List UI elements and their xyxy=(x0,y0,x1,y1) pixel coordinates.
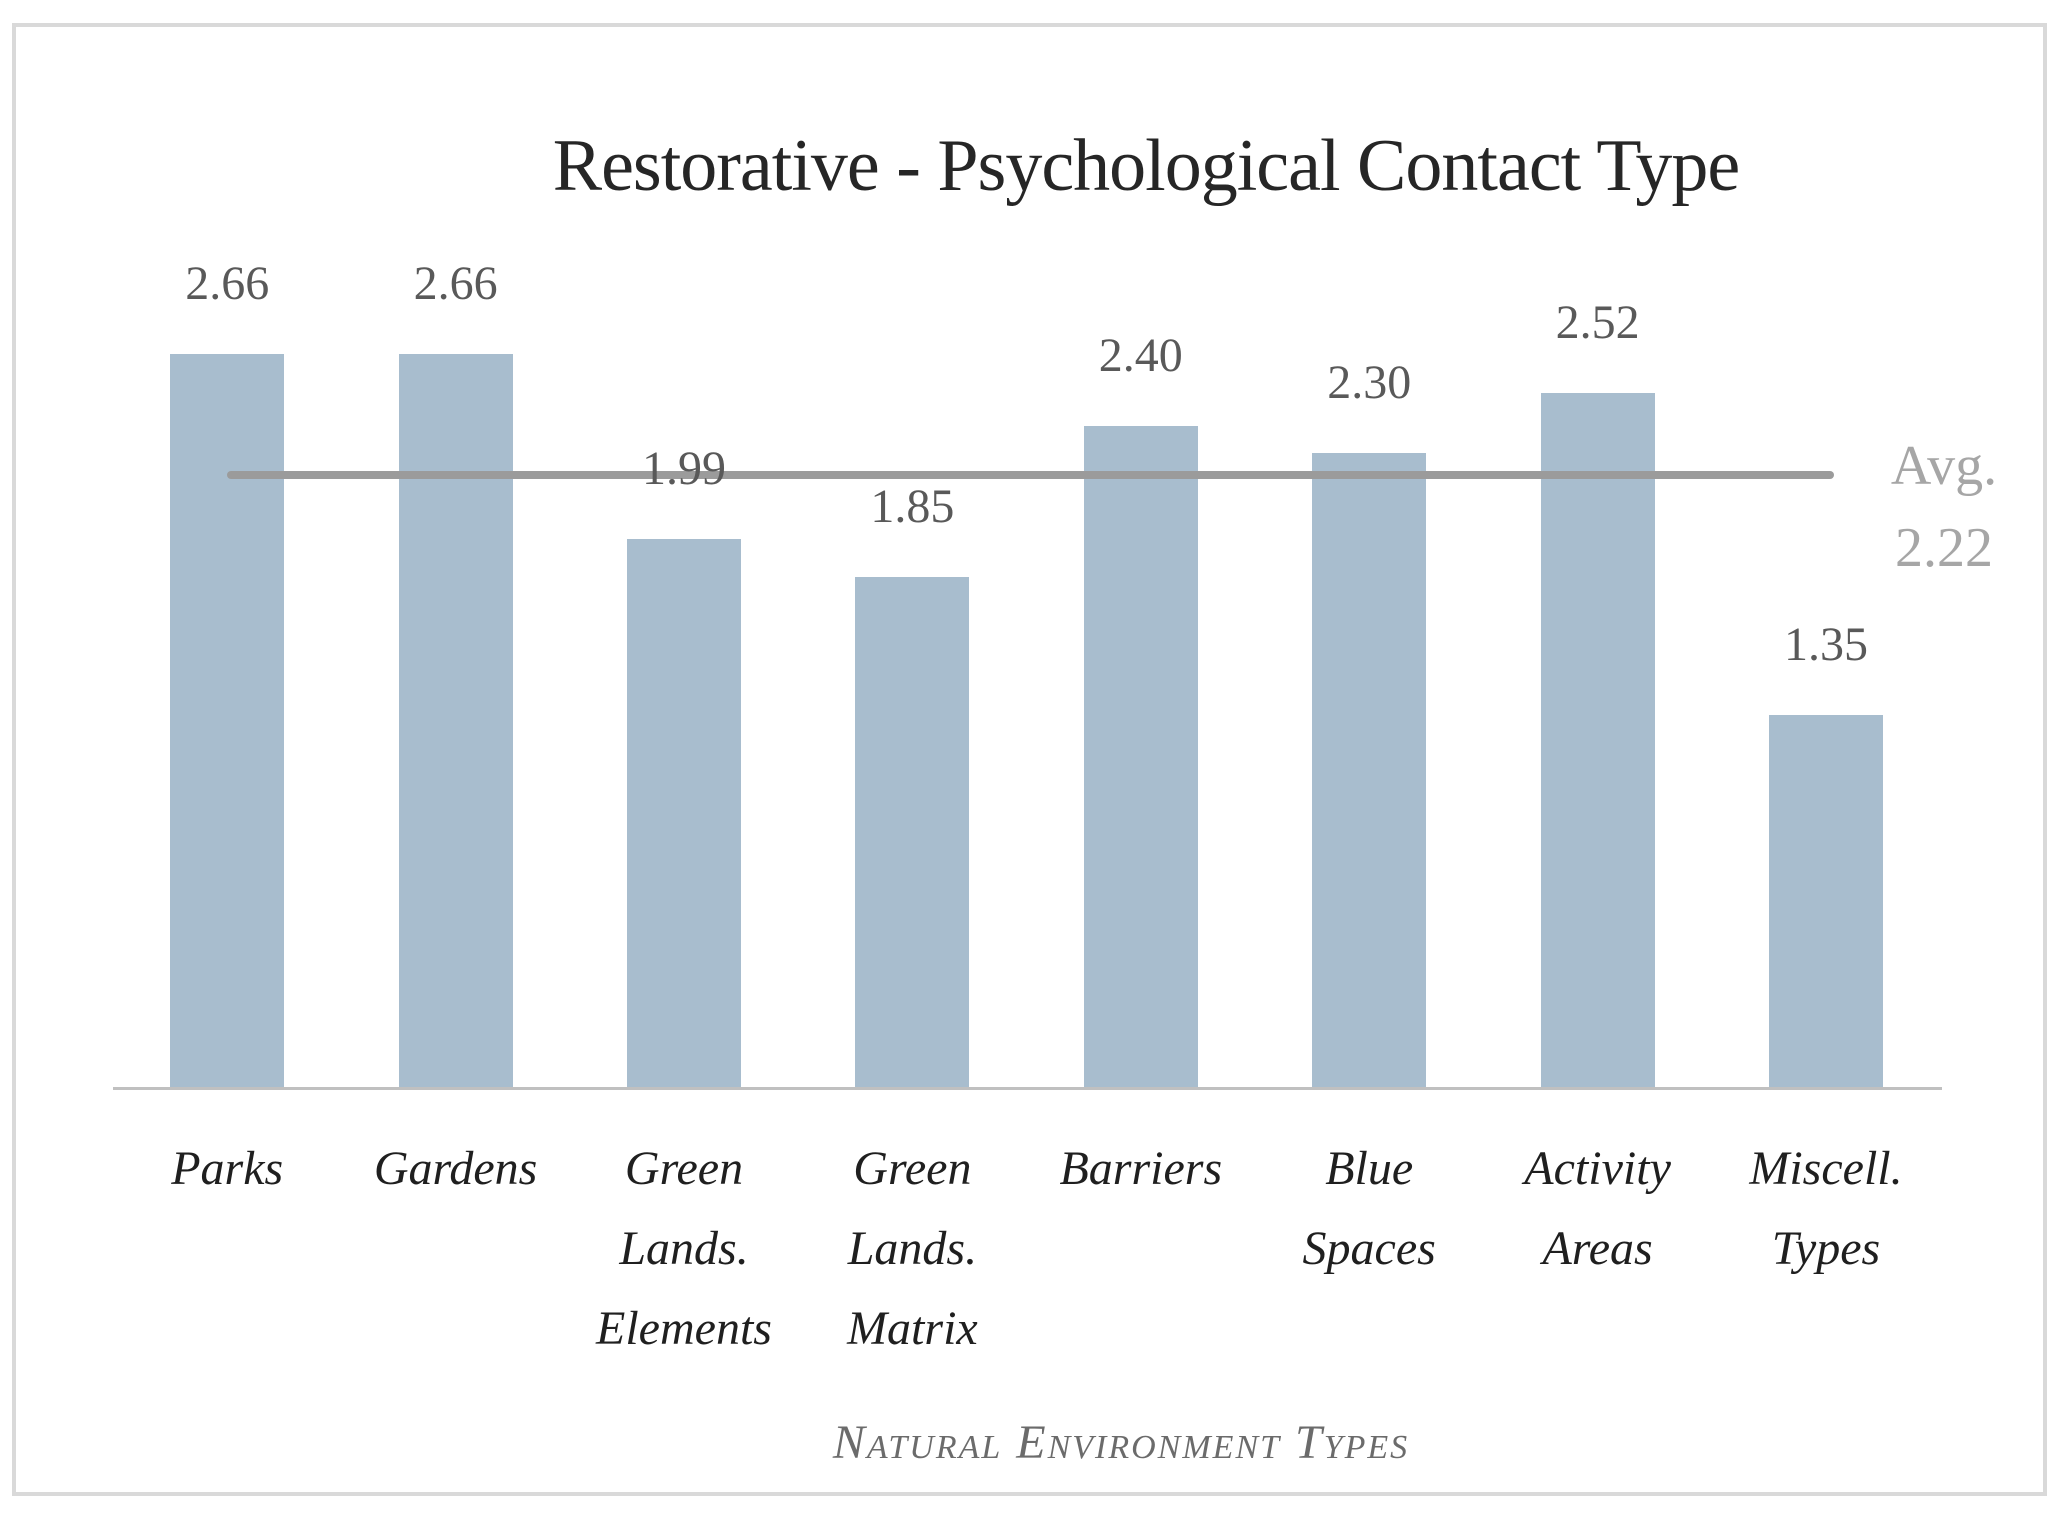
x-axis-category-line: Spaces xyxy=(1302,1222,1436,1275)
bar-value-label-activity-areas: 2.52 xyxy=(1555,296,1640,349)
average-value-text: 2.22 xyxy=(1895,517,1993,579)
x-axis-category-line: Areas xyxy=(1542,1222,1653,1275)
x-axis-category-blue-spaces: Blue Spaces xyxy=(1251,1129,1487,1289)
average-label-text: Avg. xyxy=(1890,435,1998,497)
chart-title: Restorative - Psychological Contact Type xyxy=(552,125,1741,207)
x-axis-category-parks: Parks xyxy=(109,1129,345,1209)
x-axis-category-line: Green xyxy=(624,1142,744,1195)
bar-gardens xyxy=(398,354,513,1087)
bar-value-label-gardens: 2.66 xyxy=(413,257,498,310)
bar-value-label-green-lands-matrix: 1.85 xyxy=(870,480,955,533)
average-label: Avg. 2.22 xyxy=(1854,425,2034,589)
bar-green-lands-matrix xyxy=(855,577,970,1087)
bar-value-label-barriers: 2.40 xyxy=(1098,329,1183,382)
x-axis-category-line: Green xyxy=(853,1142,972,1195)
x-axis-category-line: Lands. xyxy=(847,1222,978,1275)
bar-value-label-green-lands-elements: 1.99 xyxy=(642,442,726,495)
average-line xyxy=(227,471,1834,480)
plot-area: Avg. 2.22 Natural Environment Types 2.66… xyxy=(16,27,2051,1492)
bar-value-label-blue-spaces: 2.30 xyxy=(1327,356,1412,409)
x-axis-category-line: Elements xyxy=(596,1302,772,1355)
x-axis-category-line: Types xyxy=(1771,1222,1881,1275)
x-axis-line xyxy=(113,1087,1942,1090)
x-axis-category-line: Activity xyxy=(1524,1142,1671,1195)
x-axis-category-green-lands-elements: Green Lands. Elements xyxy=(566,1129,802,1369)
bar-miscell-types xyxy=(1769,715,1883,1087)
chart-frame: Restorative - Psychological Contact Type… xyxy=(12,23,2047,1496)
x-axis-category-line: Barriers xyxy=(1059,1142,1223,1195)
bar-green-lands-elements xyxy=(627,539,741,1087)
x-axis-category-barriers: Barriers xyxy=(1023,1129,1259,1209)
x-axis-category-line: Parks xyxy=(171,1142,284,1195)
bar-value-label-miscell-types: 1.35 xyxy=(1784,618,1868,671)
x-axis-category-activity-areas: Activity Areas xyxy=(1480,1129,1716,1289)
bar-blue-spaces xyxy=(1312,453,1427,1087)
x-axis-category-line: Lands. xyxy=(619,1222,749,1275)
x-axis-category-line: Matrix xyxy=(847,1302,978,1355)
x-axis-category-line: Gardens xyxy=(373,1142,538,1195)
bar-barriers xyxy=(1083,426,1198,1087)
x-axis-category-line: Blue xyxy=(1325,1142,1414,1195)
bar-value-label-parks: 2.66 xyxy=(185,257,270,310)
x-axis-category-miscell-types: Miscell. Types xyxy=(1708,1129,1944,1289)
x-axis-category-line: Miscell. xyxy=(1749,1142,1903,1195)
bar-activity-areas xyxy=(1540,393,1655,1087)
bar-parks xyxy=(170,354,285,1087)
x-axis-category-gardens: Gardens xyxy=(338,1129,574,1209)
x-axis-category-green-lands-matrix: Green Lands. Matrix xyxy=(794,1129,1030,1369)
x-axis-title: Natural Environment Types xyxy=(832,1416,1410,1469)
